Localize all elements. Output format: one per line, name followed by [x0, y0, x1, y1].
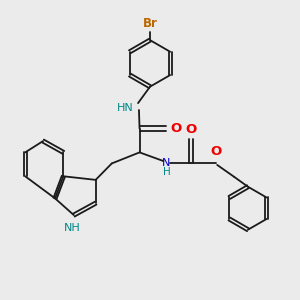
Text: N: N: [162, 158, 171, 168]
Text: O: O: [186, 123, 197, 136]
Text: O: O: [170, 122, 181, 135]
Text: HN: HN: [117, 103, 134, 112]
Text: O: O: [210, 145, 221, 158]
Text: Br: Br: [142, 17, 158, 30]
Text: H: H: [163, 167, 170, 177]
Text: NH: NH: [64, 223, 81, 232]
